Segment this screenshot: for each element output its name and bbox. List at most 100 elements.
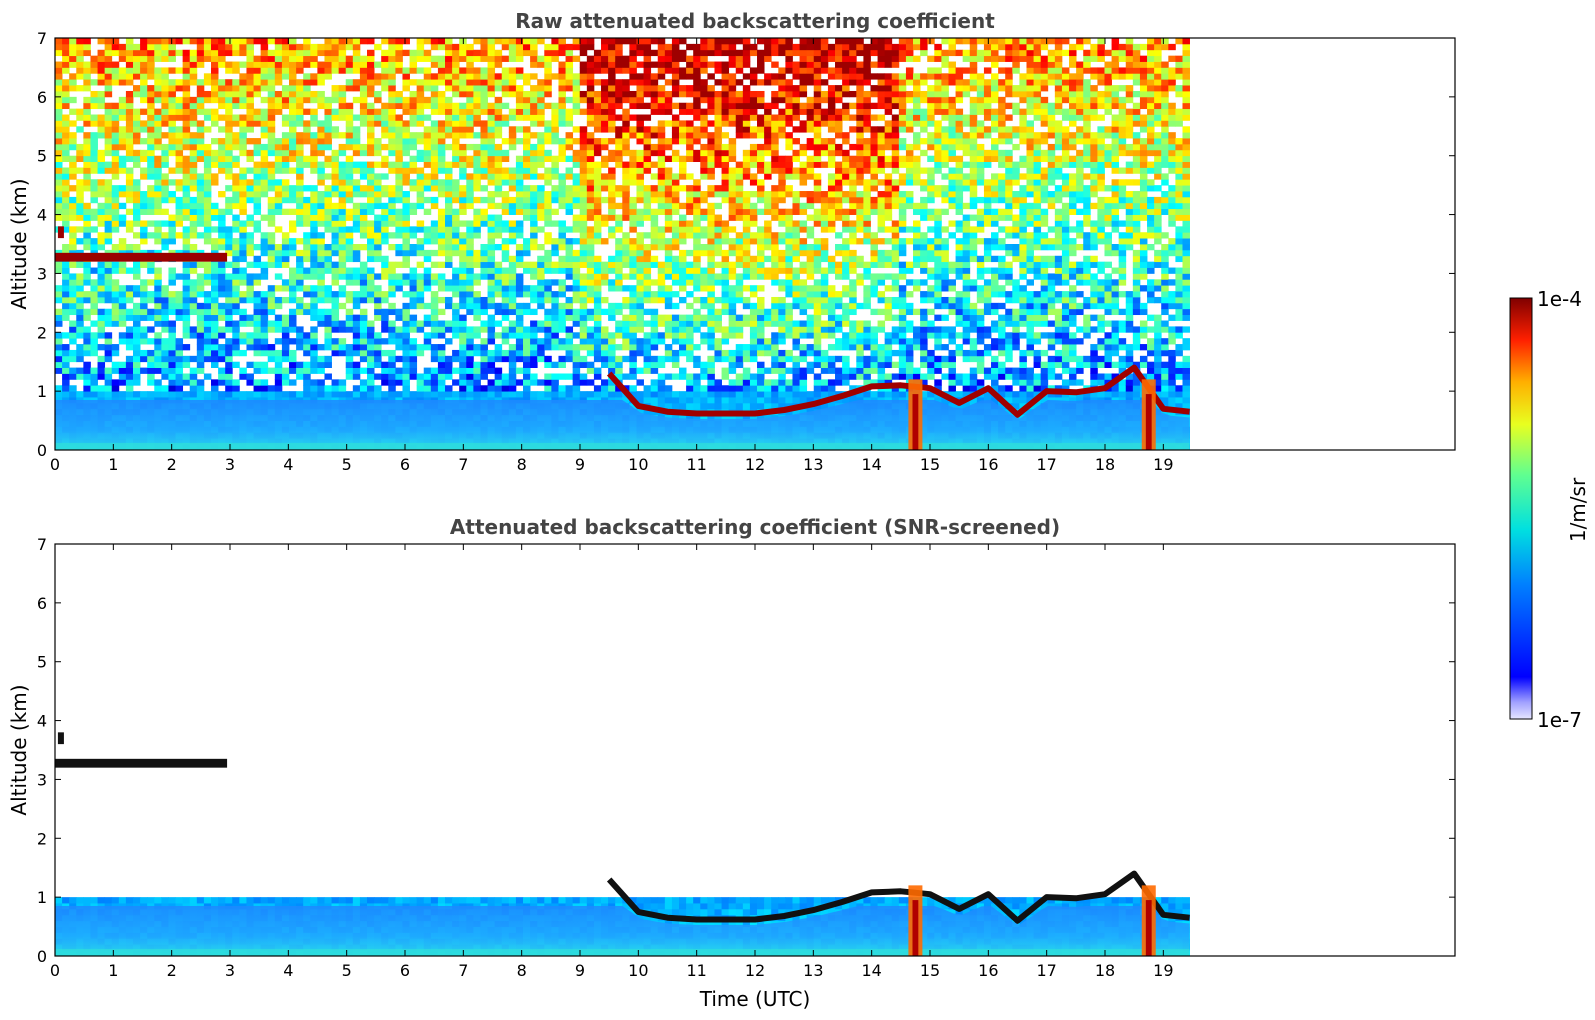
top-heat-cell xyxy=(395,143,403,151)
top-heat-cell xyxy=(367,132,375,139)
top-heat-cell xyxy=(125,332,134,339)
top-heat-cell xyxy=(317,244,325,251)
top-heat-cell xyxy=(388,338,396,345)
top-heat-cell xyxy=(636,255,644,263)
top-heat-cell xyxy=(664,391,673,398)
top-heat-cell xyxy=(388,349,396,357)
top-heat-cell xyxy=(253,226,262,233)
top-heat-cell xyxy=(133,320,141,327)
top-heat-cell xyxy=(76,214,84,221)
top-heat-cell xyxy=(147,391,155,398)
top-heat-cell xyxy=(218,114,226,121)
top-heat-cell xyxy=(452,367,460,374)
top-heat-cell xyxy=(608,302,616,310)
top-heat-cell xyxy=(445,67,453,74)
top-heat-cell xyxy=(90,208,98,215)
top-heat-cell xyxy=(133,90,141,98)
top-heat-cell xyxy=(586,379,595,386)
top-heat-cell xyxy=(636,220,644,227)
top-heat-cell xyxy=(437,332,446,339)
top-heat-cell xyxy=(324,108,332,115)
top-heat-cell xyxy=(97,191,106,198)
top-heat-cell xyxy=(487,238,496,245)
top-heat-cell xyxy=(296,96,304,104)
top-heat-cell xyxy=(111,385,120,392)
top-heat-cell xyxy=(303,55,311,62)
top-heat-cell xyxy=(530,296,538,304)
top-heat-cell xyxy=(544,379,552,386)
top-heat-cell xyxy=(629,126,637,133)
top-heat-cell xyxy=(388,167,396,174)
top-heat-cell xyxy=(225,155,233,162)
top-heat-cell xyxy=(452,108,460,115)
top-heat-cell xyxy=(140,349,148,357)
top-heat-cell xyxy=(189,232,198,239)
top-heat-cell xyxy=(154,67,162,74)
top-heat-cell xyxy=(133,302,141,310)
top-heat-cell xyxy=(352,85,361,92)
top-heat-cell xyxy=(551,244,559,251)
top-heat-cell xyxy=(239,191,247,198)
top-heat-cell xyxy=(608,202,616,210)
top-heat-cell xyxy=(303,238,311,245)
top-heat-cell xyxy=(331,155,340,162)
top-heat-cell xyxy=(203,161,212,168)
top-heat-cell xyxy=(239,120,247,127)
top-heat-cell xyxy=(310,379,318,386)
top-heat-cell xyxy=(274,226,283,233)
top-heat-cell xyxy=(409,55,418,62)
top-heat-cell xyxy=(140,173,148,180)
top-heat-cell xyxy=(352,320,361,327)
top-heat-cell xyxy=(232,191,240,198)
top-heat-cell xyxy=(579,226,588,233)
top-heat-cell xyxy=(76,296,84,304)
top-heat-cell xyxy=(423,155,432,162)
top-heat-cell xyxy=(622,320,630,327)
top-heat-cell xyxy=(629,367,637,374)
top-heat-cell xyxy=(225,279,233,286)
top-heat-cell xyxy=(395,43,403,51)
top-heat-cell xyxy=(657,161,666,168)
top-heat-cell xyxy=(55,196,63,204)
top-heat-cell xyxy=(629,161,637,168)
top-heat-cell xyxy=(487,61,496,68)
top-heat-cell xyxy=(430,367,439,374)
top-heat-cell xyxy=(253,344,262,351)
top-heat-cell xyxy=(586,55,595,62)
top-heat-cell xyxy=(629,43,637,51)
top-heat-cell xyxy=(579,244,588,251)
top-heat-cell xyxy=(175,308,184,316)
top-heat-cell xyxy=(565,326,574,333)
top-heat-cell xyxy=(111,220,120,227)
top-heat-cell xyxy=(679,338,687,345)
top-heat-cell xyxy=(147,220,155,227)
top-heat-cell xyxy=(629,49,637,57)
top-heat-cell xyxy=(154,96,162,104)
top-heat-cell xyxy=(104,338,113,345)
top-heat-cell xyxy=(643,161,652,168)
top-heat-cell xyxy=(593,226,602,233)
top-heat-cell xyxy=(388,273,396,280)
top-heat-cell xyxy=(196,179,205,186)
top-heat-cell xyxy=(650,208,659,215)
top-heat-cell xyxy=(515,314,524,321)
top-heat-cell xyxy=(579,273,588,280)
top-heat-cell xyxy=(430,373,439,380)
top-heat-cell xyxy=(430,326,439,333)
top-heat-cell xyxy=(629,261,637,268)
top-heat-cell xyxy=(523,114,531,121)
top-heat-cell xyxy=(147,349,155,357)
top-heat-cell xyxy=(317,202,325,210)
top-heat-cell xyxy=(189,138,198,145)
top-heat-cell xyxy=(537,196,545,204)
top-heat-cell xyxy=(487,55,496,62)
top-heat-cell xyxy=(608,391,616,398)
top-heat-cell xyxy=(310,161,318,168)
top-heat-cell xyxy=(352,244,361,251)
top-heat-cell xyxy=(118,126,127,133)
top-heat-cell xyxy=(62,96,70,104)
top-heat-cell xyxy=(466,132,474,139)
top-heat-cell xyxy=(147,208,155,215)
top-heat-cell xyxy=(196,202,205,210)
top-heat-cell xyxy=(232,344,240,351)
